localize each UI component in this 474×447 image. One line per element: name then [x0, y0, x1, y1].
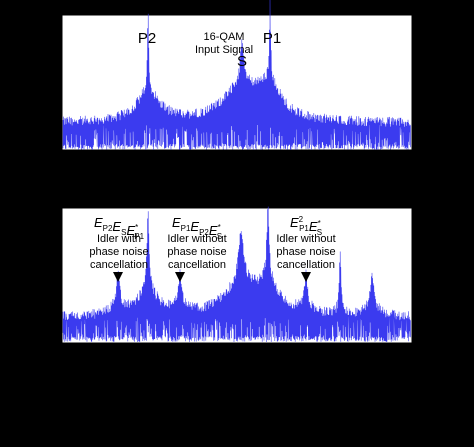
annotation: phase noise: [276, 246, 335, 258]
spectrum: [62, 0, 411, 151]
symbol: E: [309, 219, 318, 234]
annotation: cancellation: [90, 259, 148, 271]
arrow: [175, 272, 185, 282]
annotation: 16-QAM: [204, 31, 245, 43]
peak-label: P2: [138, 30, 156, 47]
annotation: phase noise: [89, 246, 148, 258]
symbol: E: [209, 223, 218, 238]
peak-label: P1: [263, 30, 281, 47]
subscript: P2: [103, 224, 113, 233]
annotation: cancellation: [168, 259, 226, 271]
symbol: E: [190, 219, 199, 234]
subscript: S: [217, 232, 222, 241]
arrow: [301, 272, 311, 282]
subscript: S: [121, 228, 126, 237]
subscript: P1: [181, 224, 191, 233]
annotation: Input Signal: [195, 44, 253, 56]
subscript: P1: [134, 232, 144, 241]
superscript: *: [318, 219, 321, 228]
spectrum: [62, 206, 411, 343]
annotation: Idler with: [97, 233, 141, 245]
arrow: [113, 272, 123, 282]
math-label: E2 P1E* S: [290, 215, 322, 237]
superscript: 2: [299, 215, 304, 224]
symbol: E: [290, 215, 299, 230]
superscript: *: [218, 223, 221, 232]
annotation: phase noise: [167, 246, 226, 258]
math-label: EP1EP2E* S: [172, 215, 222, 241]
math-label: EP2ESE* P1: [94, 215, 145, 241]
symbol: E: [126, 223, 135, 238]
annotation: Idler without: [276, 233, 335, 245]
symbol: E: [112, 219, 121, 234]
symbol: E: [94, 215, 103, 230]
subscript: P1: [299, 224, 309, 233]
annotation: Idler without: [167, 233, 226, 245]
subscript: S: [317, 228, 322, 237]
peak-label: S: [237, 53, 247, 70]
annotation: cancellation: [277, 259, 335, 271]
subscript: P2: [199, 228, 209, 237]
symbol: E: [172, 215, 181, 230]
superscript: *: [135, 223, 138, 232]
